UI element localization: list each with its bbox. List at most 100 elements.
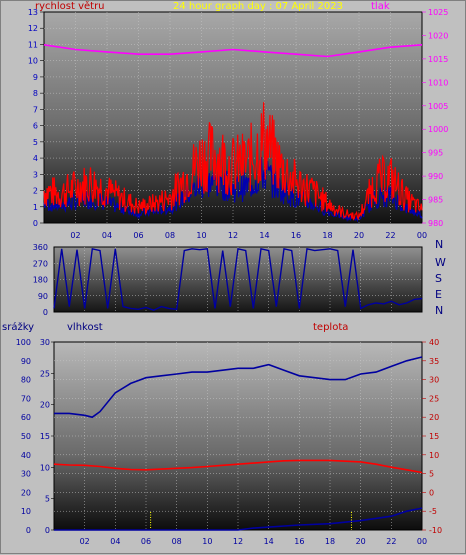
pressure-y-tick: 1010: [428, 78, 448, 87]
humidity-y-tick: 30: [21, 470, 31, 479]
wind-y-tick: 4: [33, 154, 38, 163]
x-tick-top: 14: [259, 231, 269, 240]
temperature-y-tick: 15: [429, 432, 439, 441]
temperature-y-tick: 30: [429, 376, 439, 385]
direction-y-tick: 0: [43, 308, 48, 317]
x-tick-bottom: 16: [294, 537, 304, 546]
wind-y-tick: 12: [28, 24, 38, 33]
x-tick-top: 04: [102, 231, 112, 240]
humidity-y-tick: 70: [21, 394, 31, 403]
wind-y-tick: 0: [33, 219, 38, 228]
precip-y-tick: 25: [40, 369, 50, 378]
wind-y-tick: 7: [33, 105, 38, 114]
precip-y-tick: 20: [40, 401, 50, 410]
wind-y-tick: 1: [33, 203, 38, 212]
compass-s: S: [435, 272, 442, 285]
wind-y-tick: 6: [33, 122, 38, 131]
compass-n-top: N: [435, 238, 444, 251]
pressure-y-tick: 1005: [428, 102, 448, 111]
x-tick-bottom: 18: [325, 537, 335, 546]
pressure-y-tick: 990: [428, 172, 443, 181]
pressure-label: tlak: [371, 1, 390, 12]
precipitation-line: [54, 507, 423, 531]
precip-label: srážky: [2, 322, 35, 333]
temperature-y-tick: 5: [429, 470, 434, 479]
temperature-line: [53, 459, 423, 474]
graph-title: 24 hour graph day : 07 April 2023: [173, 1, 343, 12]
humidity-y-tick: 0: [26, 526, 31, 535]
direction-y-tick: 270: [33, 259, 48, 268]
pressure-y-tick: 985: [428, 196, 443, 205]
x-tick-top: 12: [228, 231, 238, 240]
temperature-y-tick: 40: [429, 338, 439, 347]
humidity-y-tick: 60: [21, 413, 31, 422]
precip-y-tick: 10: [40, 463, 50, 472]
x-tick-bottom: 12: [233, 537, 243, 546]
x-tick-bottom: 08: [172, 537, 182, 546]
temperature-y-tick: 25: [429, 394, 439, 403]
precip-y-tick: 5: [45, 495, 50, 504]
humidity-y-tick: 100: [16, 338, 31, 347]
temperature-y-tick: 20: [429, 413, 439, 422]
x-tick-bottom: 02: [80, 537, 90, 546]
x-tick-top: 22: [385, 231, 395, 240]
precip-y-tick: 15: [40, 432, 50, 441]
temperature-y-tick: -5: [429, 507, 437, 516]
temperature-y-tick: 0: [429, 488, 434, 497]
x-tick-bottom: 22: [386, 537, 396, 546]
direction-y-tick: 180: [33, 276, 48, 285]
x-tick-top: 10: [196, 231, 206, 240]
x-tick-bottom: 04: [110, 537, 120, 546]
x-tick-top: 16: [291, 231, 301, 240]
x-tick-top: 08: [165, 231, 175, 240]
temperature-label: teplota: [313, 322, 349, 333]
wind-y-tick: 13: [28, 8, 38, 17]
compass-e: E: [435, 288, 442, 301]
wind-y-tick: 3: [33, 170, 38, 179]
precip-y-tick: 0: [45, 526, 50, 535]
pressure-y-tick: 1000: [428, 125, 448, 134]
x-tick-bottom: 14: [264, 537, 274, 546]
wind-speed-label: rychlost větru: [35, 1, 105, 12]
compass-w: W: [435, 256, 446, 269]
precip-y-tick: 30: [40, 338, 50, 347]
wind-y-tick: 10: [28, 57, 38, 66]
x-tick-top: 06: [133, 231, 143, 240]
pressure-y-tick: 980: [428, 219, 443, 228]
wind-y-tick: 2: [33, 187, 38, 196]
x-tick-bottom: 20: [356, 537, 366, 546]
humidity-line: [54, 356, 423, 419]
humidity-y-tick: 80: [21, 376, 31, 385]
wind-gust-low-line: [43, 156, 423, 223]
humidity-y-tick: 10: [21, 507, 31, 516]
humidity-y-tick: 40: [21, 451, 31, 460]
wind-speed-line: [43, 102, 423, 221]
wind-direction-line: [53, 247, 423, 311]
x-tick-bottom: 00: [417, 537, 427, 546]
wind-y-tick: 5: [33, 138, 38, 147]
temperature-y-tick: 10: [429, 451, 439, 460]
humidity-label: vlhkost: [67, 322, 103, 333]
humidity-y-tick: 20: [21, 488, 31, 497]
x-tick-top: 18: [322, 231, 332, 240]
humidity-y-tick: 90: [21, 357, 31, 366]
wind-y-tick: 9: [33, 73, 38, 82]
pressure-y-tick: 995: [428, 149, 443, 158]
x-tick-top: 20: [354, 231, 364, 240]
pressure-y-tick: 1015: [428, 55, 448, 64]
x-tick-top: 00: [417, 231, 427, 240]
temperature-y-tick: 35: [429, 357, 439, 366]
wind-y-tick: 11: [28, 40, 38, 49]
pressure-line: [43, 44, 423, 58]
humidity-y-tick: 50: [21, 432, 31, 441]
x-tick-bottom: 10: [202, 537, 212, 546]
pressure-y-tick: 1025: [428, 8, 448, 17]
x-tick-top: 02: [70, 231, 80, 240]
x-tick-bottom: 06: [141, 537, 151, 546]
temperature-y-tick: -10: [429, 526, 442, 535]
pressure-y-tick: 1020: [428, 31, 448, 40]
wind-y-tick: 8: [33, 89, 38, 98]
direction-y-tick: 90: [38, 292, 48, 301]
